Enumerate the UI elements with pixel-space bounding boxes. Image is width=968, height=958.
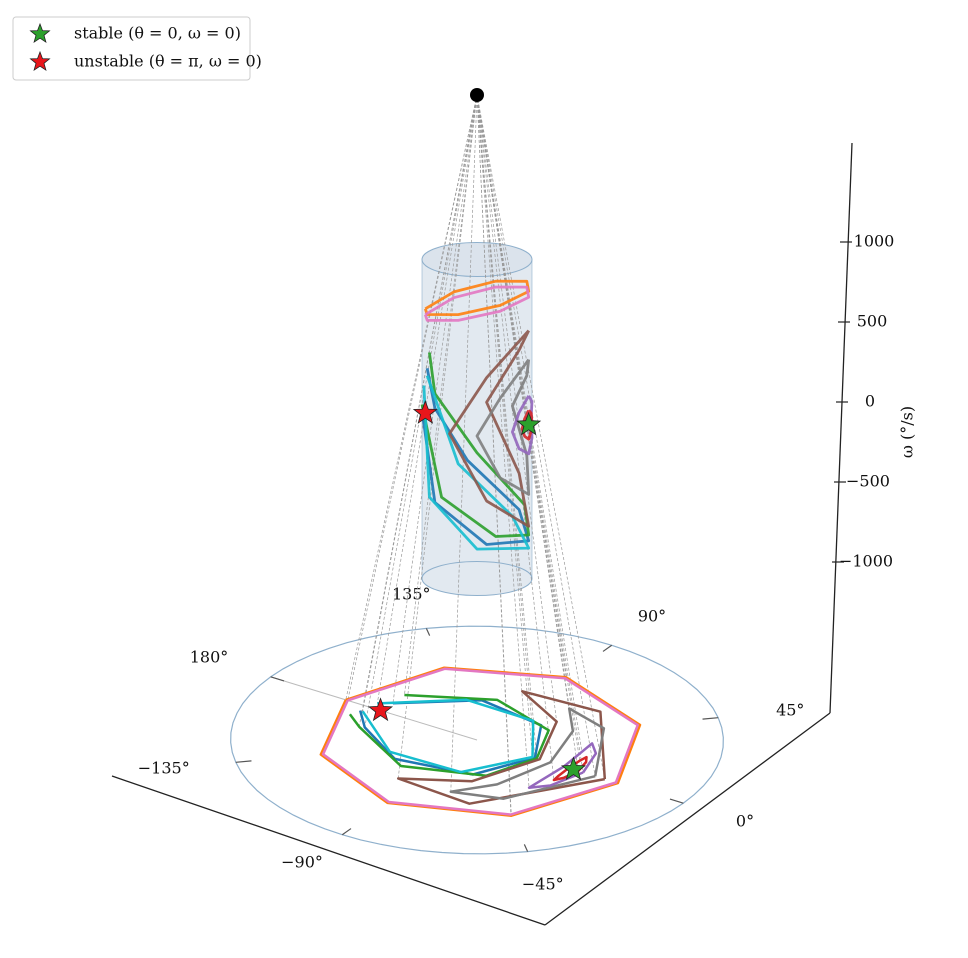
legend-box [12, 16, 251, 81]
theta-tick-label: 135° [392, 585, 431, 604]
trajectory-cylinder [475, 358, 531, 496]
star-marker [368, 697, 393, 722]
axes-box [111, 142, 853, 926]
projection-line [476, 94, 538, 759]
y-tick-label: −500 [846, 472, 890, 491]
theta-tick [602, 644, 613, 652]
y-tick-label: −1000 [839, 552, 893, 571]
theta-tick-label: 90° [638, 607, 666, 626]
star-marker [516, 411, 542, 436]
projection-line [476, 94, 579, 772]
projection-line [476, 94, 606, 780]
theta-tick-label: −45° [522, 874, 564, 893]
star-marker [412, 400, 438, 424]
y-tick-label: 1000 [854, 232, 895, 251]
theta-tick [523, 844, 529, 852]
legend: stable (θ = 0, ω = 0) unstable (θ = π, ω … [12, 16, 262, 81]
trajectory-ring [321, 667, 639, 816]
trajectory-cylinder [422, 375, 531, 551]
theta-tick-label: 180° [190, 648, 229, 667]
projection-line [476, 94, 567, 678]
legend-star [29, 22, 51, 44]
theta-tick-label: 0° [736, 812, 754, 831]
trajectory-cylinder [423, 285, 531, 322]
projection-line [376, 94, 478, 704]
legend-label: stable (θ = 0, ω = 0) [74, 24, 241, 43]
theta-tick-label: −90° [281, 853, 323, 872]
projection-line [450, 94, 478, 792]
trajectory-ring [396, 690, 607, 805]
projection-line [404, 94, 478, 696]
projection-line [476, 94, 558, 722]
y-tick-label: 0 [865, 392, 875, 411]
projection-line [347, 94, 478, 701]
theta-tick [235, 760, 252, 763]
projection-line [345, 94, 478, 700]
trajectory-ring [361, 698, 535, 774]
theta-tick [270, 676, 285, 682]
trajectory-ring [319, 666, 642, 817]
theta-tick [669, 798, 684, 804]
theta-tick-label: −135° [138, 758, 190, 777]
projection-line [476, 94, 533, 758]
legend-label: unstable (θ = π, ω = 0) [74, 52, 262, 71]
projection-line [362, 94, 478, 712]
trajectory-ring [358, 698, 543, 776]
trajectory-ring [348, 693, 550, 777]
y-axis-label: ω (°/s) [898, 406, 917, 458]
projection-line [476, 94, 596, 777]
focal-point [470, 88, 484, 102]
theta-tick-label: 45° [776, 701, 804, 720]
ring [230, 625, 724, 855]
theta-tick [341, 828, 352, 836]
y-tick-label: 500 [857, 312, 888, 331]
projection-line [476, 94, 512, 815]
theta-tick [425, 628, 431, 636]
trajectory-cylinder [448, 329, 531, 528]
theta-tick [702, 717, 719, 720]
legend-star [29, 50, 51, 72]
trajectory-ring [449, 707, 606, 800]
trajectory-cylinder [511, 395, 534, 456]
star-marker [561, 756, 586, 781]
